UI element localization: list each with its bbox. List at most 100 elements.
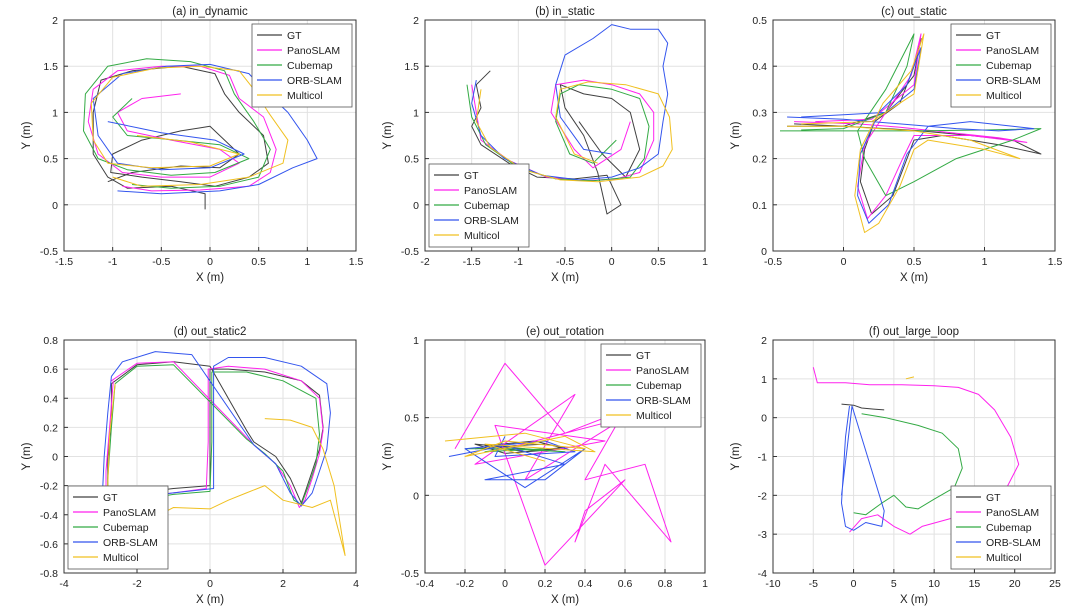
chart-title: (a) in_dynamic (172, 6, 248, 18)
x-tick-label: 20 (1009, 578, 1021, 590)
x-tick-label: 15 (969, 578, 981, 590)
x-axis-label: X (m) (551, 272, 579, 284)
legend-label: ORB-SLAM (103, 537, 158, 549)
x-tick-label: -2 (420, 256, 429, 268)
axes-box (424, 19, 706, 252)
axes-box (63, 19, 357, 252)
x-tick-label: 1.5 (349, 256, 364, 268)
x-tick-label: 0 (841, 256, 847, 268)
series-group (83, 58, 318, 210)
y-tick-label: 1 (52, 107, 58, 119)
y-axis-label: Y (m) (21, 442, 33, 470)
series-line-multicol (444, 432, 596, 462)
y-tick-label: 0.5 (43, 154, 58, 166)
legend-label: Cubemap (986, 60, 1032, 72)
y-tick-label: -3 (758, 529, 767, 541)
x-tick-label: 4 (353, 578, 359, 590)
legend-label: GT (986, 492, 1001, 504)
series-line-cubemap (780, 33, 1042, 197)
series-line-panoslam (812, 367, 1020, 535)
series-line-orb-slam (787, 47, 1035, 224)
x-axis-label: X (m) (900, 272, 928, 284)
chart-panel-4: -4 -2 0 2 4 -0.8 -0.6 -0.4 -0.2 0 0.2 0.4 0.6 0.8 (d) … (21, 326, 359, 606)
legend-label: Multicol (986, 552, 1022, 564)
x-tick-label: 5 (891, 578, 897, 590)
x-tick-label: -0.5 (152, 256, 170, 268)
x-axis-label: X (m) (551, 594, 579, 606)
y-tick-label: 2 (761, 335, 767, 347)
legend-label: ORB-SLAM (464, 215, 519, 227)
y-tick-label: 0.1 (752, 200, 767, 212)
y-tick-label: -1 (758, 452, 767, 464)
y-axis-label: Y (m) (382, 121, 394, 149)
y-tick-label: -2 (758, 490, 767, 502)
x-tick-label: 0.5 (907, 256, 922, 268)
y-tick-label: 1.5 (43, 61, 58, 73)
series-line-multicol (905, 376, 915, 380)
y-tick-label: 0.6 (43, 364, 58, 376)
x-tick-label: 10 (928, 578, 940, 590)
series-group (780, 33, 1042, 233)
legend-label: Multicol (103, 552, 139, 564)
y-tick-label: 0.5 (404, 154, 419, 166)
legend-label: Cubemap (464, 200, 510, 212)
series-line-gt (92, 65, 269, 210)
chart-title: (b) in_static (535, 6, 595, 18)
legend: GT PanoSLAM Cubemap ORB-SLAM Multicol (428, 163, 530, 248)
y-tick-label: -0.5 (401, 568, 419, 580)
y-tick-label: 0 (52, 452, 58, 464)
chart-title: (c) out_static (881, 6, 947, 18)
x-tick-label: -0.4 (416, 578, 434, 590)
y-tick-label: 2 (413, 15, 419, 27)
legend: GT PanoSLAM Cubemap ORB-SLAM Multicol (950, 485, 1052, 570)
x-tick-label: -1.5 (55, 256, 73, 268)
y-tick-label: 0 (413, 490, 419, 502)
y-tick-label: 0.8 (43, 335, 58, 347)
x-tick-label: 0.4 (578, 578, 593, 590)
x-tick-label: -0.5 (764, 256, 782, 268)
y-tick-label: 2 (52, 15, 58, 27)
y-tick-label: 0 (52, 200, 58, 212)
y-tick-label: 1 (761, 374, 767, 386)
x-tick-label: 0 (851, 578, 857, 590)
chart-title: (f) out_large_loop (869, 326, 959, 338)
x-tick-label: 1 (982, 256, 988, 268)
series-line-multicol (90, 65, 289, 187)
y-axis-label: Y (m) (21, 121, 33, 149)
legend-label: Multicol (287, 90, 323, 102)
y-tick-label: 1 (413, 107, 419, 119)
series-line-multicol (787, 33, 1021, 233)
x-axis-label: X (m) (196, 594, 224, 606)
y-tick-label: 0.3 (752, 107, 767, 119)
x-tick-label: -2 (132, 578, 141, 590)
chart-panel-2: -2 -1.5 -1 -0.5 0 0.5 1 -0.5 0 0.5 1 1.5 2 (b) in_sta… (382, 6, 708, 284)
y-axis-label: Y (m) (382, 442, 394, 470)
legend: GT PanoSLAM Cubemap ORB-SLAM Multicol (600, 343, 702, 428)
legend-label: Multicol (986, 90, 1022, 102)
x-tick-label: -1 (108, 256, 117, 268)
axes-box (772, 339, 1056, 574)
legend: GT PanoSLAM Cubemap ORB-SLAM Multicol (950, 23, 1052, 108)
x-tick-label: 1 (304, 256, 310, 268)
x-tick-label: -1 (514, 256, 523, 268)
y-axis-label: Y (m) (730, 442, 742, 470)
legend-label: Cubemap (636, 380, 682, 392)
x-tick-label: 0.6 (618, 578, 633, 590)
x-tick-label: 0.5 (251, 256, 266, 268)
y-tick-label: -4 (758, 568, 767, 580)
x-tick-label: 1 (702, 578, 708, 590)
y-tick-label: 0 (761, 413, 767, 425)
chart-panel-1: -1.5 -1 -0.5 0 0.5 1 1.5 -0.5 0 0.5 1 1.5 2 (a) in_dy… (21, 6, 363, 284)
series-line-cubemap (83, 58, 271, 189)
y-tick-label: -0.6 (40, 539, 58, 551)
legend-label: ORB-SLAM (986, 75, 1041, 87)
legend-label: GT (287, 30, 302, 42)
x-tick-label: 1.5 (1048, 256, 1063, 268)
axes-box (63, 339, 357, 574)
x-tick-label: -0.5 (556, 256, 574, 268)
x-tick-label: 0 (207, 578, 213, 590)
x-tick-label: -5 (809, 578, 818, 590)
legend-label: Multicol (464, 230, 500, 242)
x-tick-label: 0 (609, 256, 615, 268)
